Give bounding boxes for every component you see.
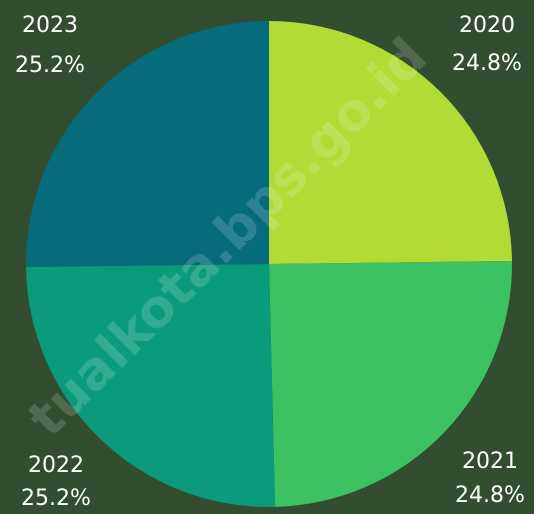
slice-category-label: 2022 [28, 453, 84, 478]
slice-value-label: 24.8% [455, 483, 525, 508]
pie-slice [25, 21, 269, 268]
pie-slice [269, 260, 512, 507]
pie-slice [269, 21, 512, 264]
slice-category-label: 2021 [462, 449, 518, 474]
pie [25, 21, 512, 507]
slice-category-label: 2020 [459, 13, 515, 38]
pie-slice [26, 264, 276, 507]
slice-value-label: 25.2% [21, 486, 91, 511]
slice-value-label: 24.8% [452, 51, 522, 76]
slice-value-label: 25.2% [15, 53, 85, 78]
slice-category-label: 2023 [22, 13, 78, 38]
